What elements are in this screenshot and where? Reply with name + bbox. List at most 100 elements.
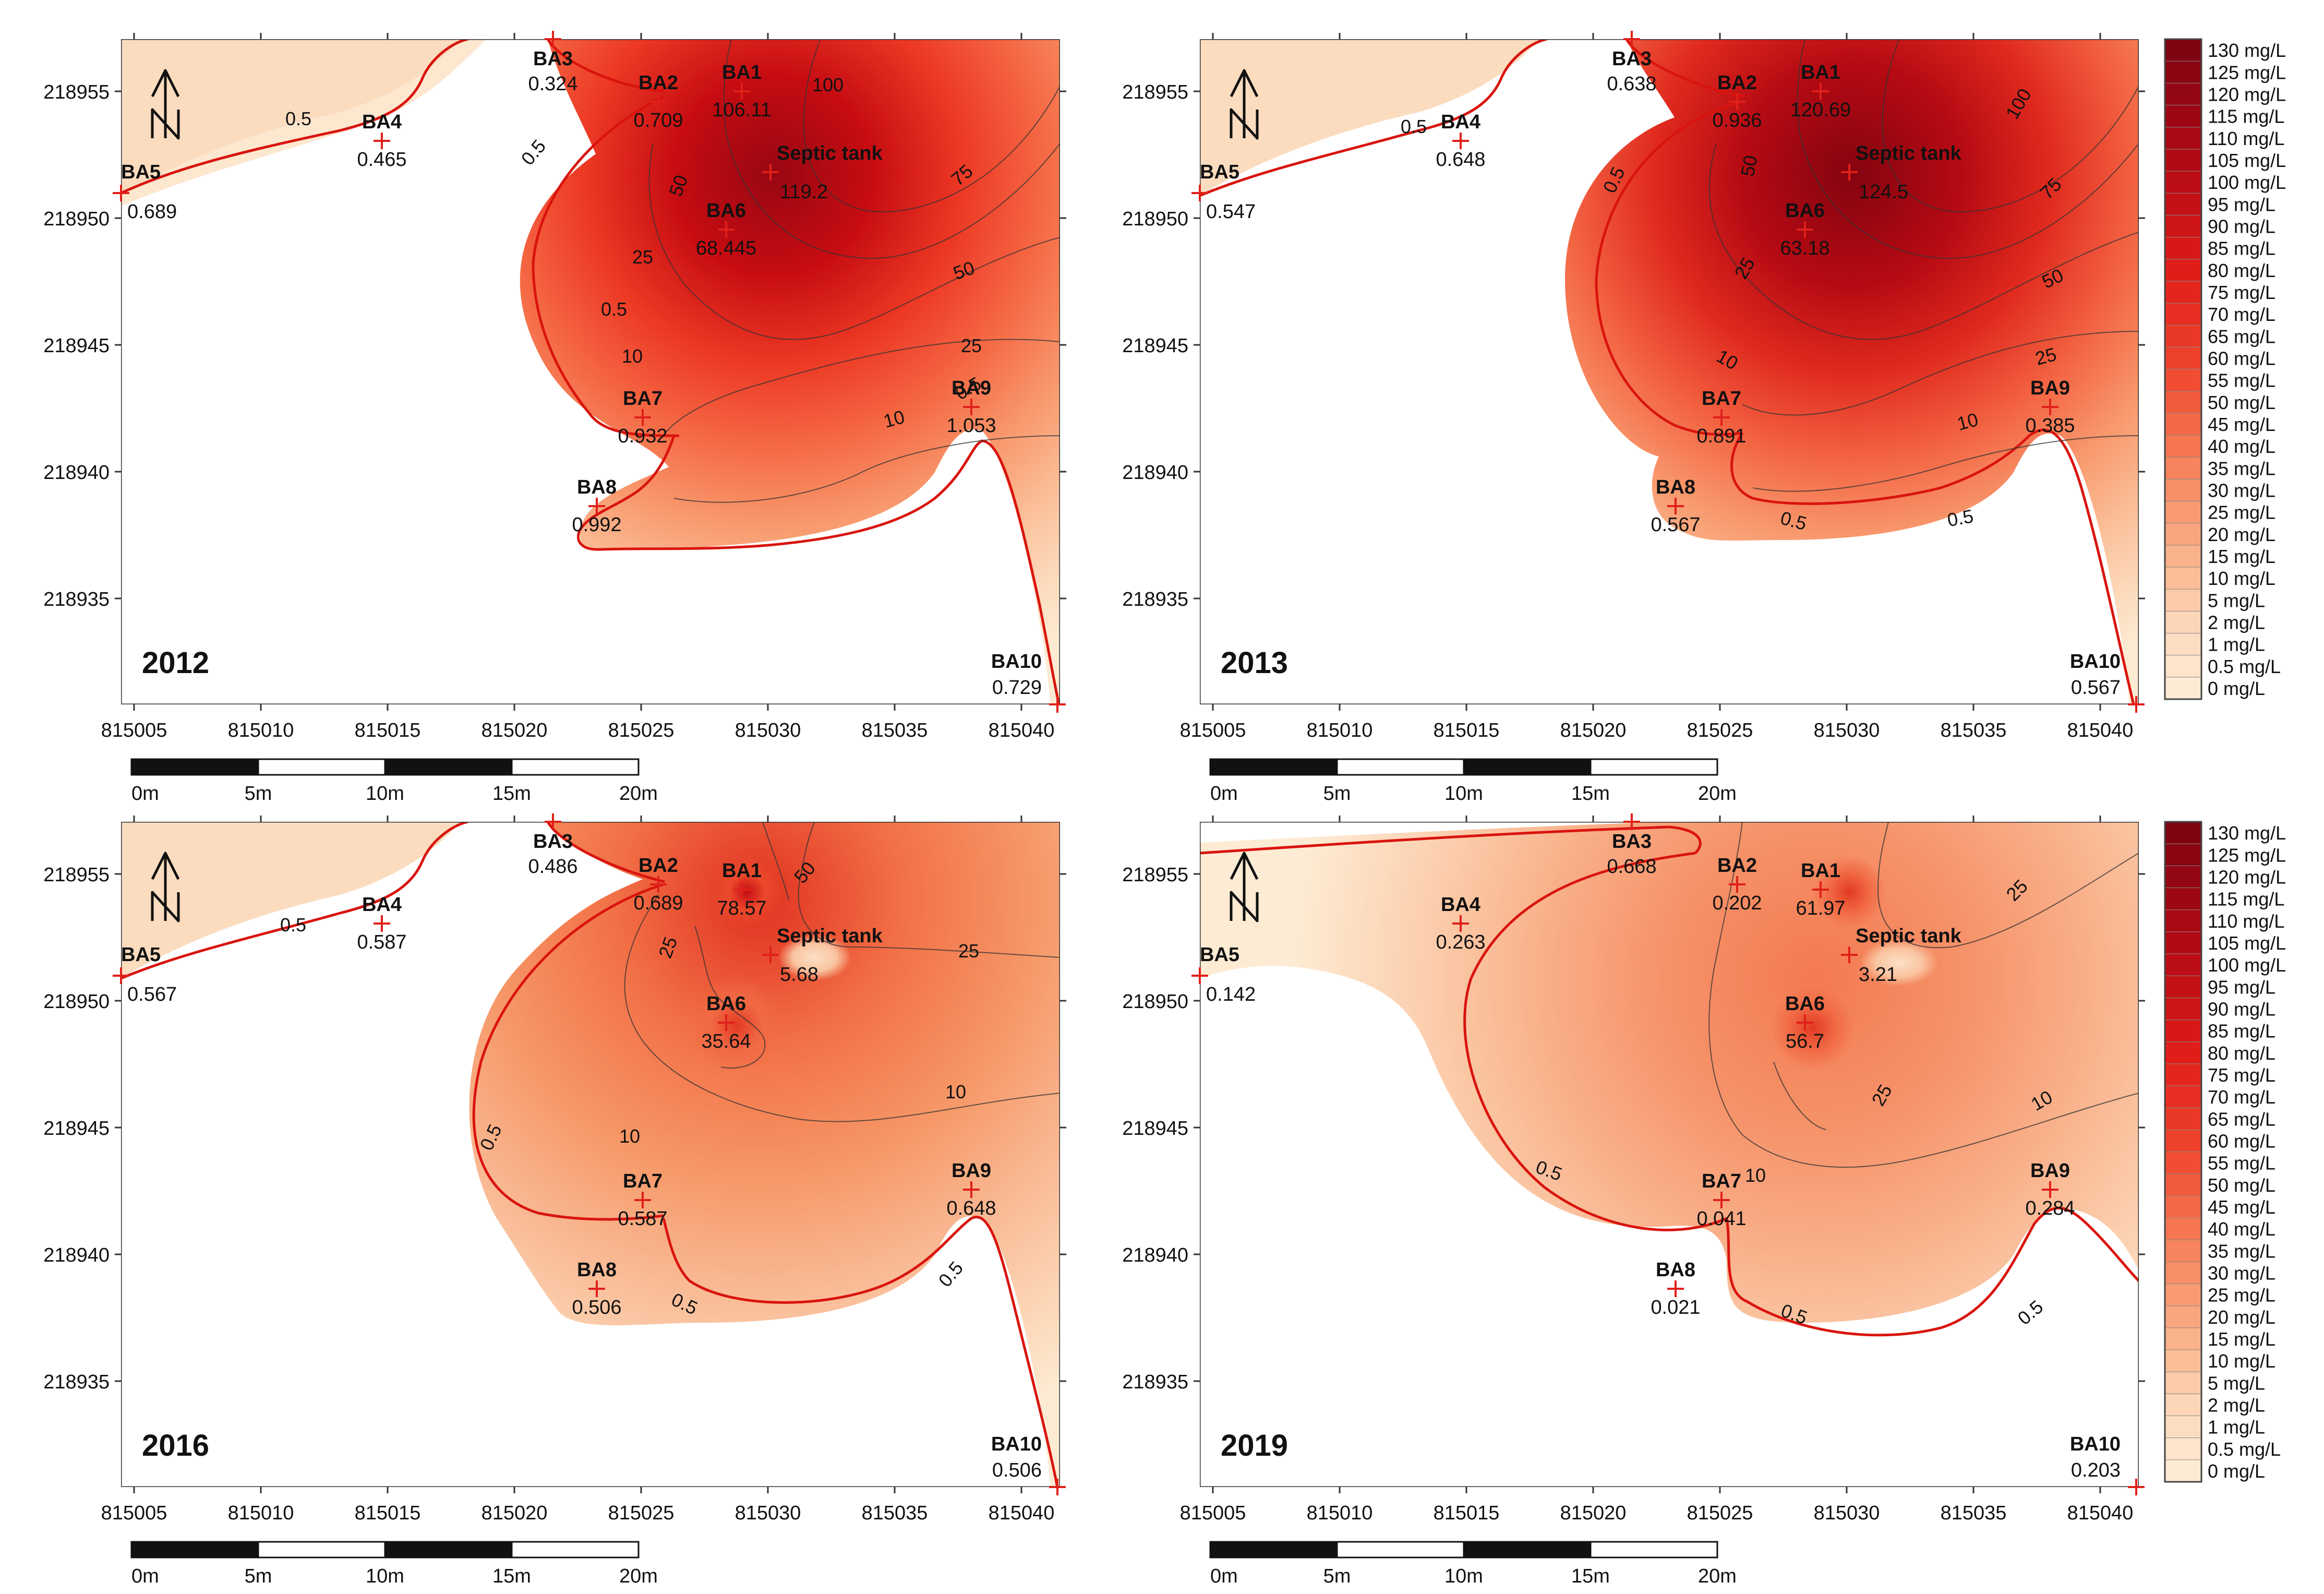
well-value: 0.729 [992, 677, 1042, 699]
legend-entry: 5 mg/L [2208, 590, 2265, 611]
x-tick-label: 815035 [862, 720, 928, 741]
y-tick-label: 218955 [1122, 864, 1188, 886]
legend-entry: 80 mg/L [2208, 1042, 2275, 1064]
well-marker-ba3: BA3 0.324 [528, 31, 578, 95]
legend-entry: 120 mg/L [2208, 866, 2286, 888]
well-marker-ba8: BA8 0.506 [572, 1259, 621, 1319]
well-marker-ba3: BA3 0.486 [528, 813, 578, 878]
x-tick-label: 815015 [355, 1502, 421, 1524]
scale-bar-label: 10m [366, 783, 404, 805]
legend-entry: 25 mg/L [2208, 502, 2275, 523]
y-tick-label: 218945 [1122, 335, 1188, 357]
map-panel-2012 [121, 39, 1060, 707]
well-marker-ba2: BA2 0.709 [633, 72, 683, 131]
well-marker-ba9: BA9 1.053 [946, 377, 996, 437]
x-tick-label: 815025 [608, 720, 675, 741]
contour-label: 0.5 [280, 914, 306, 936]
well-value: 119.2 [780, 181, 828, 203]
well-name: BA5 [121, 944, 161, 966]
well-marker-ba8: BA8 0.992 [572, 476, 621, 536]
well-name: BA3 [1612, 48, 1652, 70]
legend-entry: 35 mg/L [2208, 458, 2275, 479]
well-value: 0.142 [1206, 984, 1256, 1005]
well-marker-ba6: BA6 63.18 [1780, 200, 1829, 259]
legend-entry: 120 mg/L [2208, 83, 2286, 105]
map-panel-2019 [1200, 822, 2139, 1487]
well-marker-ba1: BA1 61.97 [1796, 860, 1845, 919]
scale-bar-label: 10m [1444, 783, 1483, 805]
y-tick-label: 218945 [43, 1118, 110, 1140]
well-value: 120.69 [1790, 99, 1851, 121]
x-tick-label: 815015 [1434, 1502, 1500, 1524]
x-tick-label: 815035 [1941, 720, 2007, 741]
scale-bar: 0m 5m 10m 15m 20m [130, 1541, 658, 1587]
x-tick-label: 815010 [228, 720, 294, 741]
map-annotations: 20120.50.50.50.510102525505075100BA1106.… [43, 31, 2286, 1587]
legend-entry: 2 mg/L [2208, 1394, 2265, 1416]
well-marker-ba5: BA5 0.567 [113, 944, 177, 1005]
well-marker-septic-tank: Septic tank 124.5 [1841, 142, 1962, 203]
x-tick-label: 815040 [989, 1502, 1055, 1524]
scale-bar-label: 0m [1210, 783, 1238, 805]
well-value: 0.648 [1436, 149, 1485, 171]
well-marker-septic-tank: Septic tank 5.68 [762, 925, 883, 986]
scale-bar-label: 5m [245, 783, 272, 805]
well-value: 68.445 [696, 237, 756, 259]
legend-entry: 125 mg/L [2208, 844, 2286, 866]
well-name: BA9 [952, 1160, 991, 1182]
legend-entry: 10 mg/L [2208, 568, 2275, 589]
well-marker-ba8: BA8 0.567 [1651, 476, 1700, 536]
legend-entry: 40 mg/L [2208, 436, 2275, 457]
well-value: 0.587 [357, 931, 406, 953]
well-value: 106.11 [712, 99, 771, 121]
well-name: BA10 [991, 651, 1042, 673]
well-marker-ba9: BA9 0.284 [2025, 1160, 2075, 1219]
legend-entry: 20 mg/L [2208, 1307, 2275, 1328]
axes: 815005 815010 815015 815020 815025 815030 8150… [43, 33, 1066, 741]
x-tick-label: 815030 [735, 1502, 801, 1524]
well-name: Septic tank [1856, 142, 1962, 164]
scale-bar-label: 0m [1210, 1565, 1238, 1587]
well-marker-ba10: BA10 0.506 [991, 1433, 1066, 1495]
contour-label: 0.5 [934, 1257, 968, 1291]
y-tick-label: 218950 [43, 208, 110, 230]
well-name: BA6 [706, 200, 746, 222]
y-tick-label: 218940 [43, 1244, 110, 1266]
y-tick-label: 218955 [43, 864, 110, 886]
legend-entry: 35 mg/L [2208, 1240, 2275, 1262]
legend-entry: 70 mg/L [2208, 304, 2275, 325]
legend-entry: 2 mg/L [2208, 612, 2265, 633]
map-panel-2013 [1200, 39, 2139, 707]
legend-entry: 115 mg/L [2208, 106, 2284, 127]
well-name: BA4 [1441, 894, 1480, 916]
well-name: BA1 [1801, 860, 1840, 882]
contour-label: 25 [632, 246, 653, 268]
x-tick-label: 815035 [1941, 1502, 2007, 1524]
well-marker-ba1: BA1 106.11 [712, 62, 771, 121]
legend-entry: 85 mg/L [2208, 238, 2275, 259]
well-marker-ba4: BA4 0.587 [357, 894, 406, 953]
well-marker-ba8: BA8 0.021 [1651, 1259, 1700, 1319]
legend-entry: 50 mg/L [2208, 392, 2275, 413]
x-tick-label: 815025 [1687, 720, 1753, 741]
legend-entry: 100 mg/L [2208, 954, 2286, 976]
legend-entry: 110 mg/L [2208, 128, 2284, 149]
x-tick-label: 815010 [228, 1502, 294, 1524]
x-tick-label: 815015 [1434, 720, 1500, 741]
well-marker-ba6: BA6 68.445 [696, 200, 756, 259]
contour-label: 10 [1745, 1165, 1766, 1186]
contour-label: 10 [945, 1081, 966, 1102]
well-name: BA5 [121, 161, 161, 183]
well-name: BA6 [1785, 200, 1825, 222]
scale-bar-label: 20m [1698, 1565, 1737, 1587]
legend-entry: 130 mg/L [2208, 822, 2286, 844]
well-value: 61.97 [1796, 897, 1845, 919]
well-marker-ba9: BA9 0.385 [2025, 377, 2075, 437]
scale-bar-label: 10m [366, 1565, 404, 1587]
well-value: 3.21 [1859, 964, 1897, 986]
well-value: 0.465 [357, 149, 406, 171]
scale-bar-label: 10m [1444, 1565, 1483, 1587]
x-tick-label: 815040 [989, 720, 1055, 741]
